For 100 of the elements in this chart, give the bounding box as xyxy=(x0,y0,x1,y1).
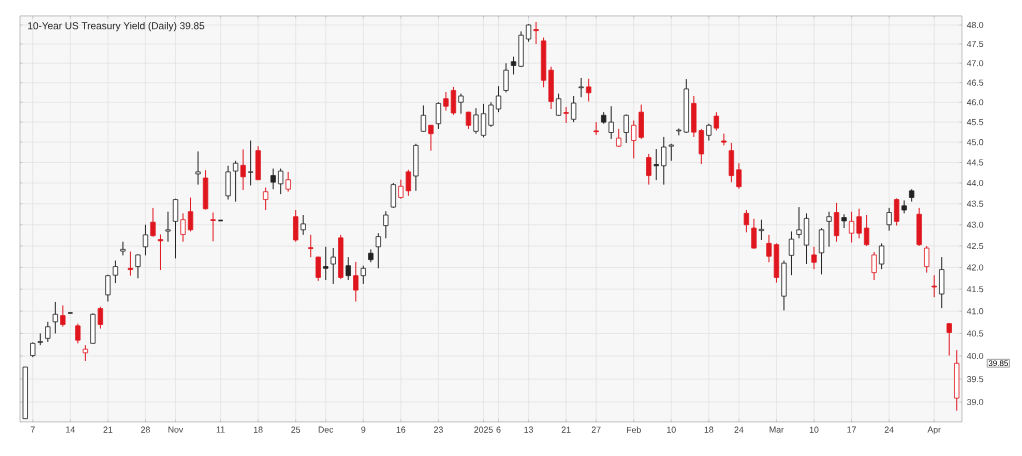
candlestick xyxy=(856,208,862,239)
y-tick-label: 39.0 xyxy=(967,398,984,406)
candlestick xyxy=(210,212,216,242)
candlestick xyxy=(165,211,171,243)
candlestick xyxy=(931,274,937,298)
candlestick xyxy=(443,91,449,112)
candlestick xyxy=(766,234,772,263)
candlestick xyxy=(758,219,765,241)
candlestick xyxy=(924,245,930,274)
y-tick-label: 46.0 xyxy=(966,99,984,106)
candlestick xyxy=(135,253,141,279)
candlestick xyxy=(473,107,479,135)
candlestick xyxy=(172,198,179,259)
x-tick-label: 16 xyxy=(396,426,406,433)
candlestick xyxy=(127,251,134,277)
candlestick xyxy=(308,234,314,258)
candlestick xyxy=(533,21,539,45)
candlestick xyxy=(428,124,434,152)
candlestick xyxy=(863,214,870,247)
y-tick-label: 48.0 xyxy=(966,21,984,29)
candlestick xyxy=(293,209,299,243)
candlestick xyxy=(97,306,104,330)
candlestick xyxy=(893,197,900,227)
candlestick xyxy=(420,104,427,133)
candlestick xyxy=(848,211,855,244)
y-tick-label: 45.5 xyxy=(966,119,984,126)
y-tick-label: 41.0 xyxy=(966,308,984,315)
x-tick-label: 13 xyxy=(524,426,533,433)
candlestick xyxy=(390,182,396,209)
y-tick-label: 44.5 xyxy=(966,159,984,166)
x-tick-label: 28 xyxy=(141,426,150,433)
candlestick xyxy=(796,206,802,239)
candlestick xyxy=(105,274,111,302)
candlestick xyxy=(383,210,389,239)
candlestick xyxy=(120,241,126,256)
candlestick xyxy=(713,111,720,132)
candlestick xyxy=(75,323,81,344)
candlestick xyxy=(353,261,359,302)
candlestick xyxy=(187,196,194,232)
candlestick xyxy=(262,187,269,211)
candlestick xyxy=(736,162,742,190)
x-tick-label: 11 xyxy=(216,426,225,433)
candlestick xyxy=(112,260,119,284)
candlestick xyxy=(555,93,562,117)
candlestick xyxy=(570,95,577,123)
candlestick xyxy=(315,256,321,282)
candlestick xyxy=(180,212,186,243)
candlestick xyxy=(751,218,757,250)
candlestick xyxy=(886,207,892,232)
x-tick-label: 24 xyxy=(734,426,744,433)
candlestick xyxy=(563,106,569,124)
x-tick-label: 21 xyxy=(561,426,571,433)
x-tick-label: 21 xyxy=(103,426,113,433)
candlestick xyxy=(450,86,457,116)
x-tick-label: 10 xyxy=(667,426,676,433)
y-tick-label: 43.5 xyxy=(966,200,984,207)
candlestick xyxy=(240,148,246,191)
candlestick xyxy=(841,213,847,229)
candlestick xyxy=(150,207,156,238)
y-tick-label: 47.0 xyxy=(966,60,984,67)
x-tick-label: 18 xyxy=(253,426,263,433)
candlestick xyxy=(946,322,952,357)
candlestick xyxy=(157,233,164,271)
candlestick xyxy=(142,224,149,256)
x-tick-label: 25 xyxy=(291,426,301,433)
candlestick xyxy=(743,209,750,233)
candlestick xyxy=(833,202,840,243)
y-tick-label: 40.0 xyxy=(966,352,984,360)
y-tick-label: 47.5 xyxy=(966,40,984,47)
x-tick-label: Feb xyxy=(626,426,641,433)
x-tick-label: 17 xyxy=(847,426,856,433)
candlestick xyxy=(232,160,239,203)
x-tick-label: 9 xyxy=(361,426,366,433)
x-tick-label: Nov xyxy=(168,426,184,433)
y-tick-label: 44.0 xyxy=(966,179,984,187)
candlestick xyxy=(330,247,336,285)
x-tick-label: 14 xyxy=(66,426,75,433)
text: 10-Year US Treasury Yield (Daily) 39.85 xyxy=(28,21,205,32)
x-tick-label: 18 xyxy=(704,426,714,433)
candlestick xyxy=(323,246,329,281)
y-tick-label: 41.5 xyxy=(966,286,984,293)
x-tick-label: 24 xyxy=(884,426,894,433)
candlestick xyxy=(345,256,351,281)
candlestick xyxy=(578,77,584,98)
x-tick-label: 23 xyxy=(434,426,443,433)
candlestick xyxy=(818,227,825,275)
x-tick-label: 2025 xyxy=(474,426,493,433)
y-tick-label: 42.5 xyxy=(966,242,984,250)
x-tick-label: Dec xyxy=(318,426,334,433)
candlestick xyxy=(623,114,629,144)
candlestick xyxy=(871,251,877,281)
candlestick xyxy=(878,242,885,270)
candlestick xyxy=(488,101,494,128)
candlestick xyxy=(60,304,66,328)
candlestick xyxy=(375,232,381,269)
candlestick xyxy=(653,148,659,181)
candlestick xyxy=(721,133,727,146)
x-tick-label: Apr xyxy=(927,426,941,435)
candlestick xyxy=(195,150,201,186)
candlestick xyxy=(826,211,832,248)
